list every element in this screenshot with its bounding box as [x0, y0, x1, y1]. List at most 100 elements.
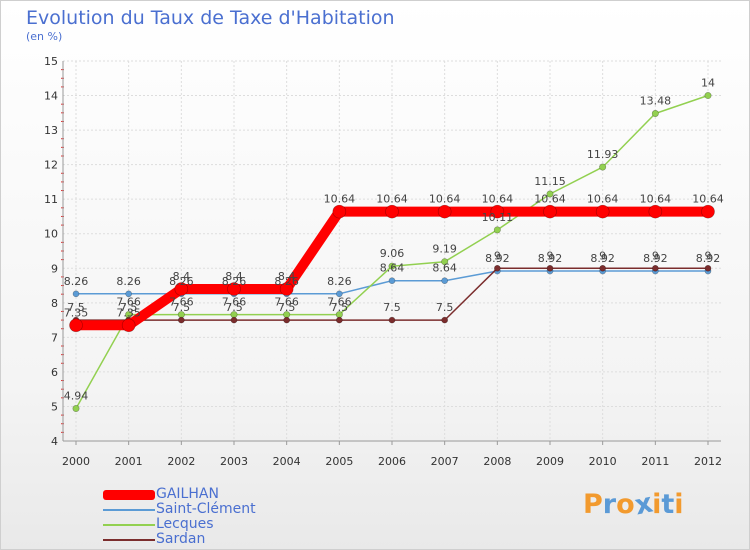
grid: [63, 60, 721, 442]
data-point-gailhan: [174, 282, 189, 296]
data-label: 7.66: [274, 296, 299, 309]
x-tick-label: 2001: [115, 455, 143, 468]
line-chart: 4 5 6 7 8 9 10 11 12 13 14 15 2000 2001 2002 2003 2004 20…: [44, 55, 724, 468]
data-label: 8.26: [222, 275, 247, 288]
data-label: 7.5: [67, 301, 85, 314]
data-point-saint-cl-ment: [72, 290, 80, 298]
data-point-gailhan: [437, 204, 452, 219]
data-label: 7.5: [331, 301, 349, 314]
data-point-saint-cl-ment: [125, 290, 132, 298]
logo-letter: t: [661, 489, 675, 520]
y-tick-label: 14: [44, 90, 58, 103]
data-point-saint-cl-ment: [388, 277, 396, 285]
data-label: 8.92: [696, 252, 721, 265]
data-point-gailhan: [648, 204, 663, 219]
data-point-saint-cl-ment: [336, 290, 343, 298]
x-tick-label: 2005: [325, 455, 353, 468]
data-label: 10.64: [324, 193, 356, 206]
legend-label: Sardan: [156, 531, 206, 547]
y-tick-label: 6: [51, 366, 58, 379]
data-label: 8.92: [485, 252, 510, 265]
data-point-gailhan: [490, 204, 505, 219]
data-label: 4.94: [64, 390, 89, 403]
legend-swatch: [103, 490, 155, 500]
data-point-gailhan: [121, 318, 136, 333]
y-tick-label: 10: [44, 228, 58, 241]
data-label: 8.92: [643, 252, 668, 265]
logo-letter: r: [602, 489, 617, 520]
data-point-lecques: [72, 405, 80, 413]
legend-swatch: [103, 509, 155, 511]
legend-label: Lecques: [156, 516, 214, 532]
x-tick-label: 2002: [167, 455, 195, 468]
x-tick-label: 2003: [220, 455, 248, 468]
data-label: 10.64: [482, 193, 514, 206]
legend-label: GAILHAN: [156, 486, 219, 502]
legend-swatch: [103, 539, 155, 541]
data-label: 9.19: [432, 243, 457, 256]
data-point-gailhan: [227, 282, 241, 296]
data-point-saint-cl-ment: [441, 277, 448, 285]
data-label: 11.15: [534, 175, 566, 188]
data-point-sardan: [494, 264, 501, 272]
data-label: 13.48: [640, 95, 672, 108]
x-tick-label: 2010: [589, 455, 617, 468]
data-label: 10.64: [692, 193, 724, 206]
data-label: 9: [652, 249, 659, 262]
data-label: 8.26: [64, 275, 89, 288]
data-point-sardan: [230, 316, 238, 324]
data-label: 9: [547, 249, 554, 262]
logo-letter: o: [616, 489, 635, 520]
y-tick-label: 9: [51, 262, 58, 275]
x-tick-label: 2004: [273, 455, 301, 468]
data-label: 10.64: [429, 193, 461, 206]
data-label: 9: [705, 249, 712, 262]
y-tick-label: 5: [51, 400, 58, 413]
data-point-gailhan: [595, 204, 610, 219]
data-point-sardan: [336, 316, 343, 324]
data-point-sardan: [704, 264, 712, 272]
data-point-sardan: [388, 316, 396, 324]
data-label: 9.06: [380, 247, 405, 260]
data-label: 7.5: [383, 301, 401, 314]
data-point-sardan: [441, 316, 448, 324]
data-label: 7.66: [222, 296, 247, 309]
legend-label: Saint-Clément: [156, 501, 256, 517]
series-lines: [69, 92, 715, 413]
x-tick-label: 2007: [431, 455, 459, 468]
data-point-lecques: [599, 163, 607, 171]
x-tick-label: 2011: [641, 455, 669, 468]
y-tick-label: 13: [44, 124, 58, 137]
data-label: 8.26: [169, 275, 194, 288]
data-label: 10.11: [482, 211, 514, 224]
axes: 4 5 6 7 8 9 10 11 12 13 14 15 2000 2001 2002 2003 2004 20…: [44, 55, 722, 468]
data-label: 8.64: [432, 262, 457, 275]
data-labels: 7.35 7.35 8.4 8.4 8.4 10.64 10.64 10.64 10.64 10.…: [64, 77, 724, 403]
y-tick-label: 4: [51, 435, 58, 448]
data-label: 8.92: [590, 252, 615, 265]
data-point-gailhan: [385, 204, 399, 219]
chart-title: Evolution du Taux de Taxe d'Habitation: [26, 7, 395, 29]
data-point-sardan: [599, 264, 606, 272]
data-label: 11.93: [587, 148, 619, 161]
data-label: 10.64: [534, 193, 566, 206]
data-label: 8.4: [278, 270, 296, 283]
data-label: 8.4: [173, 270, 191, 283]
data-label: 7.66: [169, 296, 194, 309]
data-point-lecques: [704, 92, 712, 100]
data-label: 10.64: [587, 193, 619, 206]
x-tick-label: 2012: [694, 455, 722, 468]
data-label: 8.26: [116, 275, 141, 288]
y-tick-label: 11: [44, 193, 58, 206]
data-point-gailhan: [543, 204, 557, 219]
data-label: 8.26: [274, 275, 299, 288]
y-tick-label: 7: [51, 331, 58, 344]
x-tick-label: 2000: [62, 455, 90, 468]
data-label: 8.92: [538, 252, 563, 265]
data-point-lecques: [493, 226, 501, 234]
data-label: 8.4: [225, 270, 243, 283]
data-point-sardan: [178, 316, 185, 324]
data-point-lecques: [388, 262, 396, 270]
data-label: 7.5: [278, 301, 296, 314]
